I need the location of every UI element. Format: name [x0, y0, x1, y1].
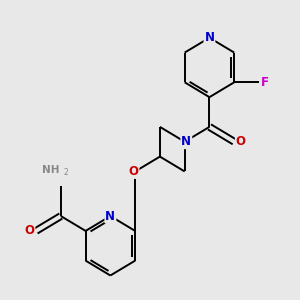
- Text: O: O: [236, 135, 246, 148]
- Text: N: N: [105, 209, 116, 223]
- Text: NH: NH: [42, 165, 60, 175]
- Text: N: N: [204, 31, 214, 44]
- Text: O: O: [128, 165, 139, 178]
- Text: O: O: [25, 224, 34, 237]
- Text: F: F: [261, 76, 269, 89]
- Text: 2: 2: [63, 168, 68, 177]
- Text: N: N: [181, 135, 191, 148]
